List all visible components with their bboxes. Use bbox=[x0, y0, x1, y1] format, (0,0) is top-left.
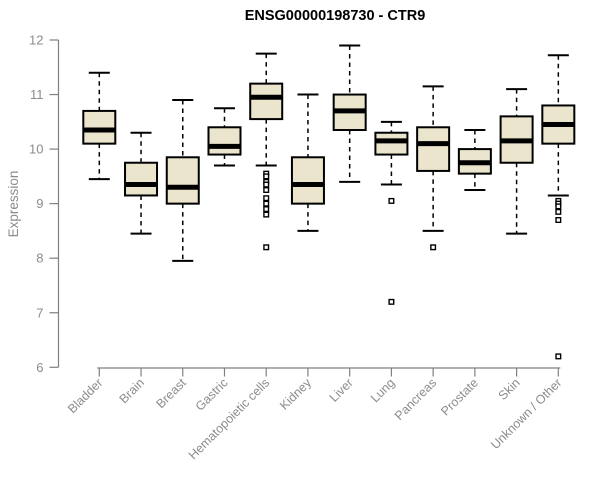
outlier-point bbox=[263, 206, 270, 213]
outlier-point bbox=[555, 217, 562, 224]
outlier-point bbox=[263, 244, 270, 251]
iqr-box bbox=[165, 156, 200, 205]
x-tick-label-kidney: Kidney bbox=[277, 375, 314, 412]
box-pancreas bbox=[416, 85, 451, 251]
outlier-point bbox=[263, 173, 270, 180]
outlier-point bbox=[263, 200, 270, 207]
box-prostate bbox=[457, 129, 492, 192]
outlier-point bbox=[388, 298, 395, 305]
iqr-box bbox=[416, 126, 451, 172]
y-tick-label: 9 bbox=[36, 196, 43, 211]
y-tick-label: 10 bbox=[29, 142, 43, 157]
y-tick-label: 6 bbox=[36, 360, 43, 375]
y-axis: 6 7 8 9 10 11 12 bbox=[29, 33, 60, 375]
x-tick-label-breast: Breast bbox=[153, 375, 189, 411]
outlier-point bbox=[555, 353, 562, 360]
x-tick-label-brain: Brain bbox=[117, 376, 148, 407]
box-lung bbox=[374, 120, 409, 305]
box-skin bbox=[499, 88, 534, 235]
x-tick-label-prostate: Prostate bbox=[438, 376, 481, 419]
outlier-point bbox=[263, 187, 270, 194]
box-hematopoietic-cells bbox=[249, 52, 284, 251]
box-kidney bbox=[290, 93, 325, 232]
iqr-box bbox=[207, 126, 242, 156]
iqr-box bbox=[249, 82, 284, 121]
x-tick-label-lung: Lung bbox=[368, 376, 398, 406]
box-bladder bbox=[82, 71, 117, 181]
y-tick-label: 7 bbox=[36, 305, 43, 320]
outlier-point bbox=[430, 244, 437, 251]
box-unknown-other bbox=[541, 54, 576, 360]
outlier-point bbox=[263, 211, 270, 218]
box-breast bbox=[165, 99, 200, 262]
iqr-box bbox=[124, 161, 159, 197]
x-tick-label-hematopoietic-cells: Hematopoietic cells bbox=[186, 376, 273, 463]
x-tick-label-liver: Liver bbox=[327, 376, 356, 405]
chart-title: ENSG00000198730 - CTR9 bbox=[244, 8, 426, 24]
box-liver bbox=[332, 44, 367, 183]
x-tick-label-bladder: Bladder bbox=[65, 376, 105, 416]
outlier-point bbox=[388, 197, 395, 204]
y-tick-label: 12 bbox=[29, 33, 43, 48]
x-tick-label-skin: Skin bbox=[496, 376, 523, 403]
iqr-box bbox=[82, 109, 117, 145]
outlier-point bbox=[555, 203, 562, 210]
iqr-box bbox=[374, 131, 409, 156]
x-tick-label-pancreas: Pancreas bbox=[392, 376, 439, 423]
x-tick-label-unknown-other: Unknown / Other bbox=[488, 376, 564, 452]
box-gastric bbox=[207, 107, 242, 167]
y-tick-label: 8 bbox=[36, 251, 43, 266]
outlier-point bbox=[263, 195, 270, 202]
y-tick-label: 11 bbox=[30, 87, 44, 102]
outlier-point bbox=[263, 181, 270, 188]
x-tick-label-gastric: Gastric bbox=[193, 376, 231, 414]
box-brain bbox=[124, 131, 159, 235]
outlier-point bbox=[555, 208, 562, 215]
iqr-box bbox=[290, 156, 325, 205]
